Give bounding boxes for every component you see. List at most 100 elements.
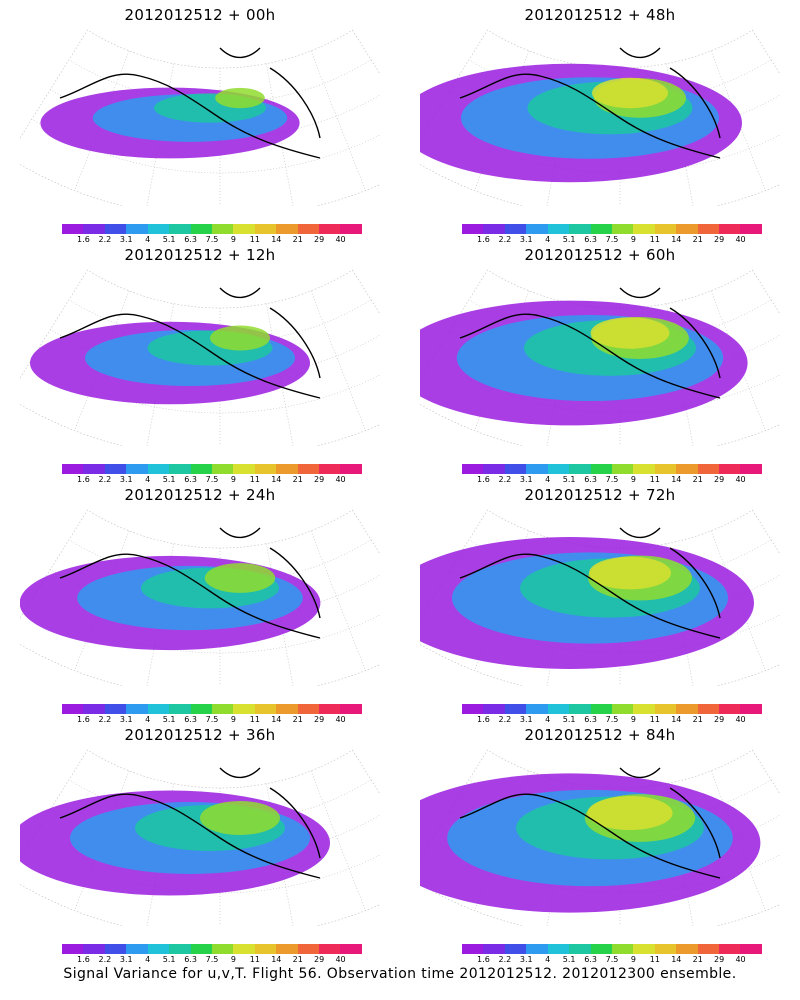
colorbar-label: 21 [692, 715, 703, 724]
colorbar-swatch [547, 944, 570, 954]
colorbar-label: 7.5 [205, 955, 219, 964]
colorbar-swatch [169, 224, 191, 234]
colorbar-label: 21 [292, 955, 303, 964]
colorbar-label: 14 [671, 955, 682, 964]
colorbar-swatch [526, 224, 548, 234]
colorbar-label: 9 [230, 955, 236, 964]
colorbar-swatch [340, 704, 362, 714]
colorbar-label: 9 [630, 955, 636, 964]
colorbar-label: 9 [230, 235, 236, 244]
colorbar-label: 9 [630, 235, 636, 244]
colorbar-swatch [611, 224, 634, 234]
colorbar-swatch [483, 704, 505, 714]
colorbar-swatch [169, 704, 191, 714]
colorbar-label: 14 [671, 715, 682, 724]
colorbar-label: 6.3 [184, 715, 197, 724]
colorbar-label: 7.5 [605, 715, 619, 724]
colorbar-labels: 1.6 2.2 3.1 4 5.1 6.3 7.5 9 11 14 21 29 40 [62, 475, 362, 485]
colorbar-label: 21 [292, 475, 303, 484]
colorbar-swatch [676, 464, 698, 474]
colorbar-swatch [254, 464, 277, 474]
colorbar-swatch [719, 464, 741, 474]
colorbar-label: 4 [145, 955, 151, 964]
colorbar-swatch [654, 944, 677, 954]
colorbar-swatch [633, 944, 655, 954]
colorbar-label: 40 [335, 235, 346, 244]
colorbar-swatch [190, 704, 212, 714]
map-panel: 2012012512 + 24h 1.6 2.2 3.1 4 5.1 6.3 7.5 9 11 14… [0, 480, 400, 724]
colorbar-swatch [740, 944, 762, 954]
colorbar-label: 11 [649, 235, 660, 244]
colorbar-label: 6.3 [184, 955, 197, 964]
coastline [459, 767, 721, 879]
colorbar-swatch [611, 704, 634, 714]
colorbar-swatch [254, 704, 277, 714]
colorbar-label: 6.3 [584, 715, 597, 724]
colorbar-label: 2.2 [98, 955, 112, 964]
colorbar-label: 2.2 [498, 235, 512, 244]
colorbar-label: 1.6 [477, 235, 490, 244]
colorbar-swatch [504, 944, 527, 954]
colorbar [462, 224, 762, 234]
colorbar-label: 7.5 [205, 475, 219, 484]
colorbar-swatch [740, 704, 762, 714]
colorbar-swatch [83, 944, 105, 954]
colorbar-label: 5.1 [162, 475, 176, 484]
map-domain-outline [420, 29, 780, 206]
colorbar-swatch [526, 704, 548, 714]
coastline [459, 287, 721, 399]
colorbar-swatch [719, 704, 741, 714]
colorbar-label: 4 [145, 715, 151, 724]
polar-map [420, 269, 780, 446]
colorbar-swatch [319, 944, 341, 954]
colorbar-swatch [676, 704, 698, 714]
meridian-gridline [310, 290, 366, 431]
colorbar-swatch [676, 944, 698, 954]
colorbar-label: 40 [735, 475, 746, 484]
colorbar-labels: 1.6 2.2 3.1 4 5.1 6.3 7.5 9 11 14 21 29 40 [62, 715, 362, 725]
colorbar-swatch [319, 224, 341, 234]
colorbar-labels: 1.6 2.2 3.1 4 5.1 6.3 7.5 9 11 14 21 29 40 [462, 955, 762, 965]
colorbar-swatch [233, 944, 255, 954]
colorbar-label: 29 [714, 715, 725, 724]
colorbar-swatch [276, 704, 298, 714]
colorbar-label: 1.6 [77, 235, 90, 244]
colorbar-swatch [169, 944, 191, 954]
meridian-gridline [310, 770, 366, 911]
colorbar-swatch [126, 944, 148, 954]
colorbar-label: 5.1 [562, 715, 576, 724]
colorbar-label: 2.2 [98, 475, 112, 484]
colorbar-label: 4 [545, 715, 551, 724]
colorbar-swatch [211, 464, 234, 474]
polar-map [20, 509, 380, 686]
colorbar-label: 7.5 [605, 235, 619, 244]
panel-title: 2012012512 + 36h [124, 726, 276, 744]
colorbar-label: 9 [630, 715, 636, 724]
panel-title: 2012012512 + 84h [524, 726, 676, 744]
polar-map [420, 509, 780, 686]
figure-caption: Signal Variance for u,v,T. Flight 56. Ob… [63, 966, 737, 982]
colorbar-swatch [504, 464, 527, 474]
colorbar-swatch [526, 944, 548, 954]
colorbar-swatch [83, 704, 105, 714]
colorbar-swatch [254, 944, 277, 954]
colorbar-swatch [740, 464, 762, 474]
colorbar-swatch [547, 704, 570, 714]
panel-title: 2012012512 + 24h [124, 486, 276, 504]
colorbar-swatch [62, 944, 84, 954]
colorbar-swatch [569, 704, 591, 714]
colorbar-swatch [462, 704, 484, 714]
map-panel: 2012012512 + 00h 1.6 2.2 3.1 4 5.1 6.3 7.5 9 11 14… [0, 0, 400, 244]
colorbar-label: 6.3 [184, 235, 197, 244]
colorbar-label: 1.6 [77, 475, 90, 484]
colorbar-swatch [297, 944, 320, 954]
colorbar-swatch [569, 464, 591, 474]
colorbar-label: 4 [545, 955, 551, 964]
colorbar-swatch [633, 224, 655, 234]
colorbar-swatch [676, 224, 698, 234]
colorbar-label: 40 [735, 715, 746, 724]
map-domain-outline [20, 509, 380, 686]
polar-map [20, 269, 380, 446]
colorbar-label: 1.6 [77, 715, 90, 724]
map-domain-outline [20, 29, 380, 206]
